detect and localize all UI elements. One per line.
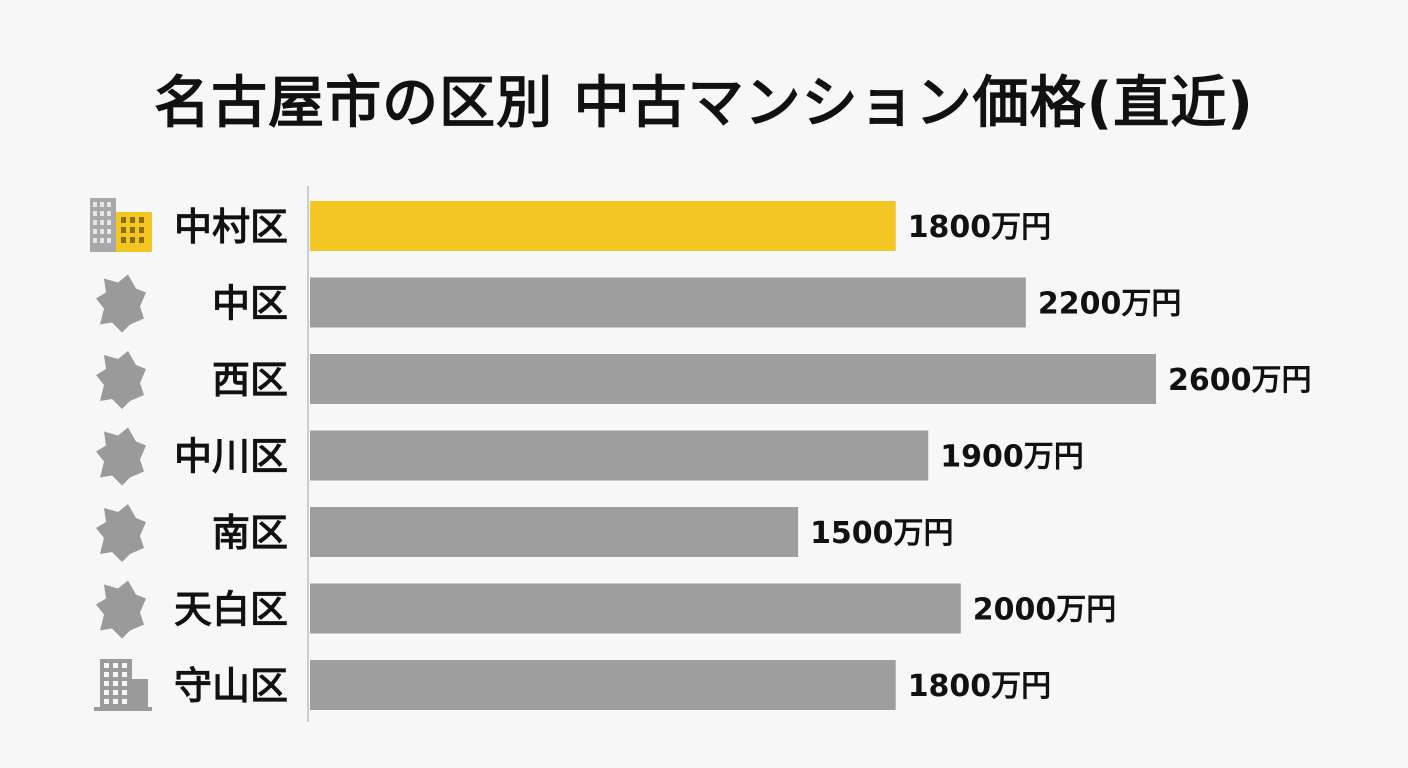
category-label: 守山区 (174, 664, 288, 708)
bar (310, 201, 896, 251)
district-map-icon (96, 274, 146, 333)
bar (310, 354, 1156, 404)
buildings-icon (90, 198, 152, 252)
category-label: 西区 (212, 358, 288, 402)
district-map-icon (96, 427, 146, 486)
category-label: 天白区 (174, 588, 288, 632)
chart-title: 名古屋市の区別 中古マンション価格(直近) (154, 71, 1254, 136)
category-label: 中区 (212, 282, 288, 326)
district-map-icon (96, 351, 146, 409)
category-label: 中川区 (174, 435, 288, 479)
data-label: 2200万円 (1038, 287, 1182, 322)
bar (310, 507, 799, 557)
data-label: 1900万円 (940, 440, 1083, 475)
bar (310, 430, 929, 481)
category-label: 南区 (212, 511, 288, 555)
bar (310, 277, 1026, 328)
bar (310, 583, 961, 634)
data-label: 2600万円 (1168, 363, 1312, 398)
district-map-icon (96, 504, 146, 562)
data-label: 1800万円 (908, 210, 1052, 245)
district-map-icon (96, 580, 146, 639)
category-label: 中村区 (174, 205, 288, 249)
data-label: 1500万円 (810, 516, 954, 551)
building-icon (94, 659, 152, 711)
data-label: 2000万円 (973, 593, 1117, 628)
bar (310, 660, 896, 710)
data-label: 1800万円 (908, 669, 1052, 704)
